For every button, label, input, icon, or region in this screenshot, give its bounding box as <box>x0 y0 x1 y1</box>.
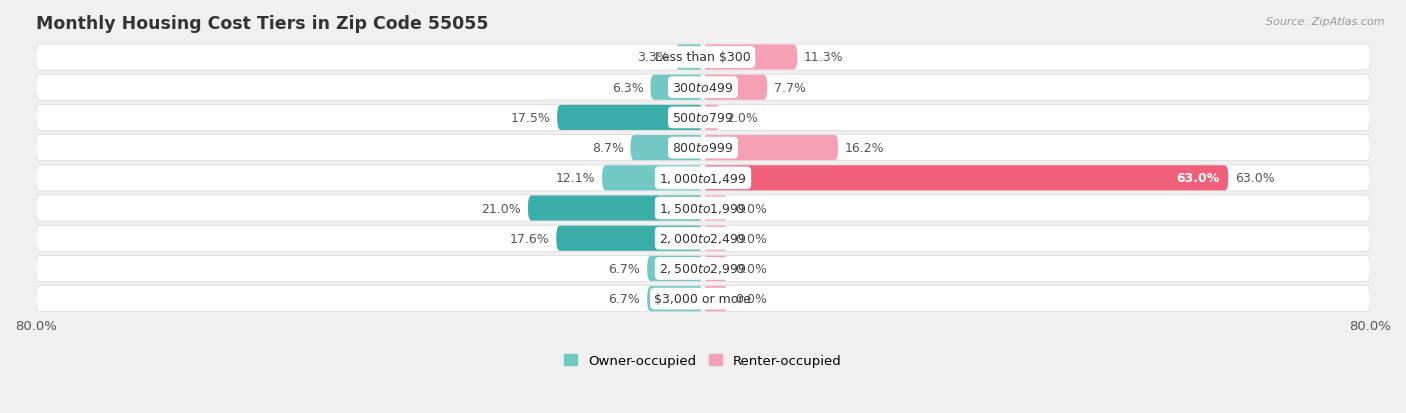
Text: 11.3%: 11.3% <box>804 51 844 64</box>
FancyBboxPatch shape <box>37 135 1369 161</box>
Text: $1,000 to $1,499: $1,000 to $1,499 <box>659 171 747 185</box>
Legend: Owner-occupied, Renter-occupied: Owner-occupied, Renter-occupied <box>564 354 842 367</box>
FancyBboxPatch shape <box>675 45 703 70</box>
Text: 6.3%: 6.3% <box>612 81 644 95</box>
Text: 8.7%: 8.7% <box>592 142 624 155</box>
FancyBboxPatch shape <box>703 45 797 70</box>
FancyBboxPatch shape <box>37 166 1369 191</box>
FancyBboxPatch shape <box>703 136 838 161</box>
FancyBboxPatch shape <box>37 196 1369 221</box>
Text: 6.7%: 6.7% <box>609 292 641 306</box>
Text: $300 to $499: $300 to $499 <box>672 81 734 95</box>
FancyBboxPatch shape <box>630 136 703 161</box>
FancyBboxPatch shape <box>37 286 1369 312</box>
Text: Less than $300: Less than $300 <box>655 51 751 64</box>
FancyBboxPatch shape <box>647 256 703 281</box>
FancyBboxPatch shape <box>37 45 1369 71</box>
Text: 7.7%: 7.7% <box>773 81 806 95</box>
FancyBboxPatch shape <box>527 196 703 221</box>
FancyBboxPatch shape <box>557 106 703 131</box>
Text: 16.2%: 16.2% <box>845 142 884 155</box>
Text: $1,500 to $1,999: $1,500 to $1,999 <box>659 202 747 216</box>
FancyBboxPatch shape <box>703 286 728 311</box>
Text: 63.0%: 63.0% <box>1234 172 1275 185</box>
Text: 0.0%: 0.0% <box>735 202 766 215</box>
FancyBboxPatch shape <box>37 75 1369 101</box>
FancyBboxPatch shape <box>703 196 728 221</box>
FancyBboxPatch shape <box>557 226 703 251</box>
Text: 6.7%: 6.7% <box>609 262 641 275</box>
FancyBboxPatch shape <box>37 226 1369 252</box>
Text: $2,500 to $2,999: $2,500 to $2,999 <box>659 262 747 276</box>
FancyBboxPatch shape <box>651 76 703 100</box>
Text: 0.0%: 0.0% <box>735 292 766 306</box>
Text: $500 to $799: $500 to $799 <box>672 112 734 125</box>
FancyBboxPatch shape <box>602 166 703 191</box>
Text: 21.0%: 21.0% <box>481 202 522 215</box>
FancyBboxPatch shape <box>37 105 1369 131</box>
FancyBboxPatch shape <box>703 166 1229 191</box>
Text: 17.6%: 17.6% <box>510 232 550 245</box>
Text: $3,000 or more: $3,000 or more <box>655 292 751 306</box>
FancyBboxPatch shape <box>703 76 768 100</box>
Text: 17.5%: 17.5% <box>510 112 550 125</box>
FancyBboxPatch shape <box>703 106 720 131</box>
FancyBboxPatch shape <box>647 286 703 311</box>
Text: Monthly Housing Cost Tiers in Zip Code 55055: Monthly Housing Cost Tiers in Zip Code 5… <box>37 15 488 33</box>
Text: 0.0%: 0.0% <box>735 232 766 245</box>
FancyBboxPatch shape <box>37 256 1369 282</box>
FancyBboxPatch shape <box>703 256 728 281</box>
Text: 3.3%: 3.3% <box>637 51 669 64</box>
Text: 0.0%: 0.0% <box>735 262 766 275</box>
FancyBboxPatch shape <box>703 226 728 251</box>
Text: $2,000 to $2,499: $2,000 to $2,499 <box>659 232 747 246</box>
Text: 2.0%: 2.0% <box>727 112 758 125</box>
Text: 63.0%: 63.0% <box>1177 172 1220 185</box>
Text: 12.1%: 12.1% <box>555 172 595 185</box>
Text: Source: ZipAtlas.com: Source: ZipAtlas.com <box>1267 17 1385 26</box>
Text: $800 to $999: $800 to $999 <box>672 142 734 155</box>
